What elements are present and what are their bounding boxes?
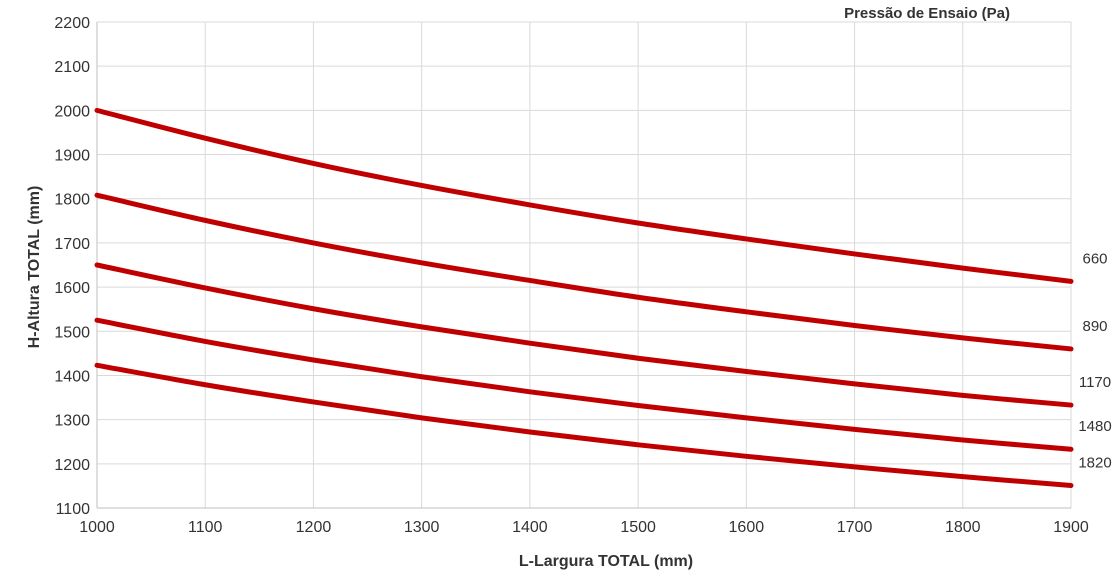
y-tick-label: 2000 xyxy=(54,103,90,120)
series-label-1170: 1170 xyxy=(1079,374,1111,391)
x-tick-label: 1600 xyxy=(729,519,765,536)
x-tick-label: 1300 xyxy=(404,519,440,536)
x-tick-label: 1500 xyxy=(620,519,656,536)
series-labels: 660 890 1170 1480 1820 xyxy=(1078,250,1111,471)
series-line-660 xyxy=(94,107,1074,284)
x-tick-label: 1800 xyxy=(945,519,981,536)
series-label-890: 890 xyxy=(1082,318,1107,335)
x-tick-label: 1900 xyxy=(1053,519,1089,536)
series-label-660: 660 xyxy=(1082,250,1107,267)
x-tick-label: 1000 xyxy=(79,519,115,536)
y-tick-label: 1500 xyxy=(54,324,90,341)
series-label-1820: 1820 xyxy=(1078,454,1111,471)
y-tick-label: 2200 xyxy=(54,15,90,32)
grid xyxy=(96,21,1072,509)
x-tick-label: 1400 xyxy=(512,519,548,536)
series-line-1820 xyxy=(94,362,1074,488)
y-tick-label: 1700 xyxy=(54,236,90,253)
x-tick-label: 1200 xyxy=(296,519,332,536)
y-tick-label: 1800 xyxy=(54,192,90,209)
y-axis-ticks: 1100 1200 1300 1400 1500 1600 1700 1800 1900 2000… xyxy=(54,15,90,518)
y-tick-label: 2100 xyxy=(54,59,90,76)
y-tick-label: 1400 xyxy=(54,368,90,385)
series-line-1480 xyxy=(94,317,1074,452)
y-tick-label: 1900 xyxy=(54,148,90,165)
series-label-1480: 1480 xyxy=(1078,418,1111,435)
legend-title: Pressão de Ensaio (Pa) xyxy=(844,5,1010,22)
series-line-890 xyxy=(94,192,1074,352)
y-tick-label: 1200 xyxy=(54,457,90,474)
x-tick-label: 1100 xyxy=(188,519,223,536)
x-tick-label: 1700 xyxy=(837,519,873,536)
y-tick-label: 1300 xyxy=(54,413,90,430)
series-lines xyxy=(94,107,1074,488)
series-line-1170 xyxy=(94,262,1074,408)
y-axis-title: H-Altura TOTAL (mm) xyxy=(26,186,43,349)
x-axis-ticks: 1000 1100 1200 1300 1400 1500 1600 1700 1800 1900 xyxy=(79,519,1089,536)
y-tick-label: 1600 xyxy=(54,280,90,297)
y-tick-label: 1100 xyxy=(56,501,91,518)
x-axis-title: L-Largura TOTAL (mm) xyxy=(519,553,693,570)
